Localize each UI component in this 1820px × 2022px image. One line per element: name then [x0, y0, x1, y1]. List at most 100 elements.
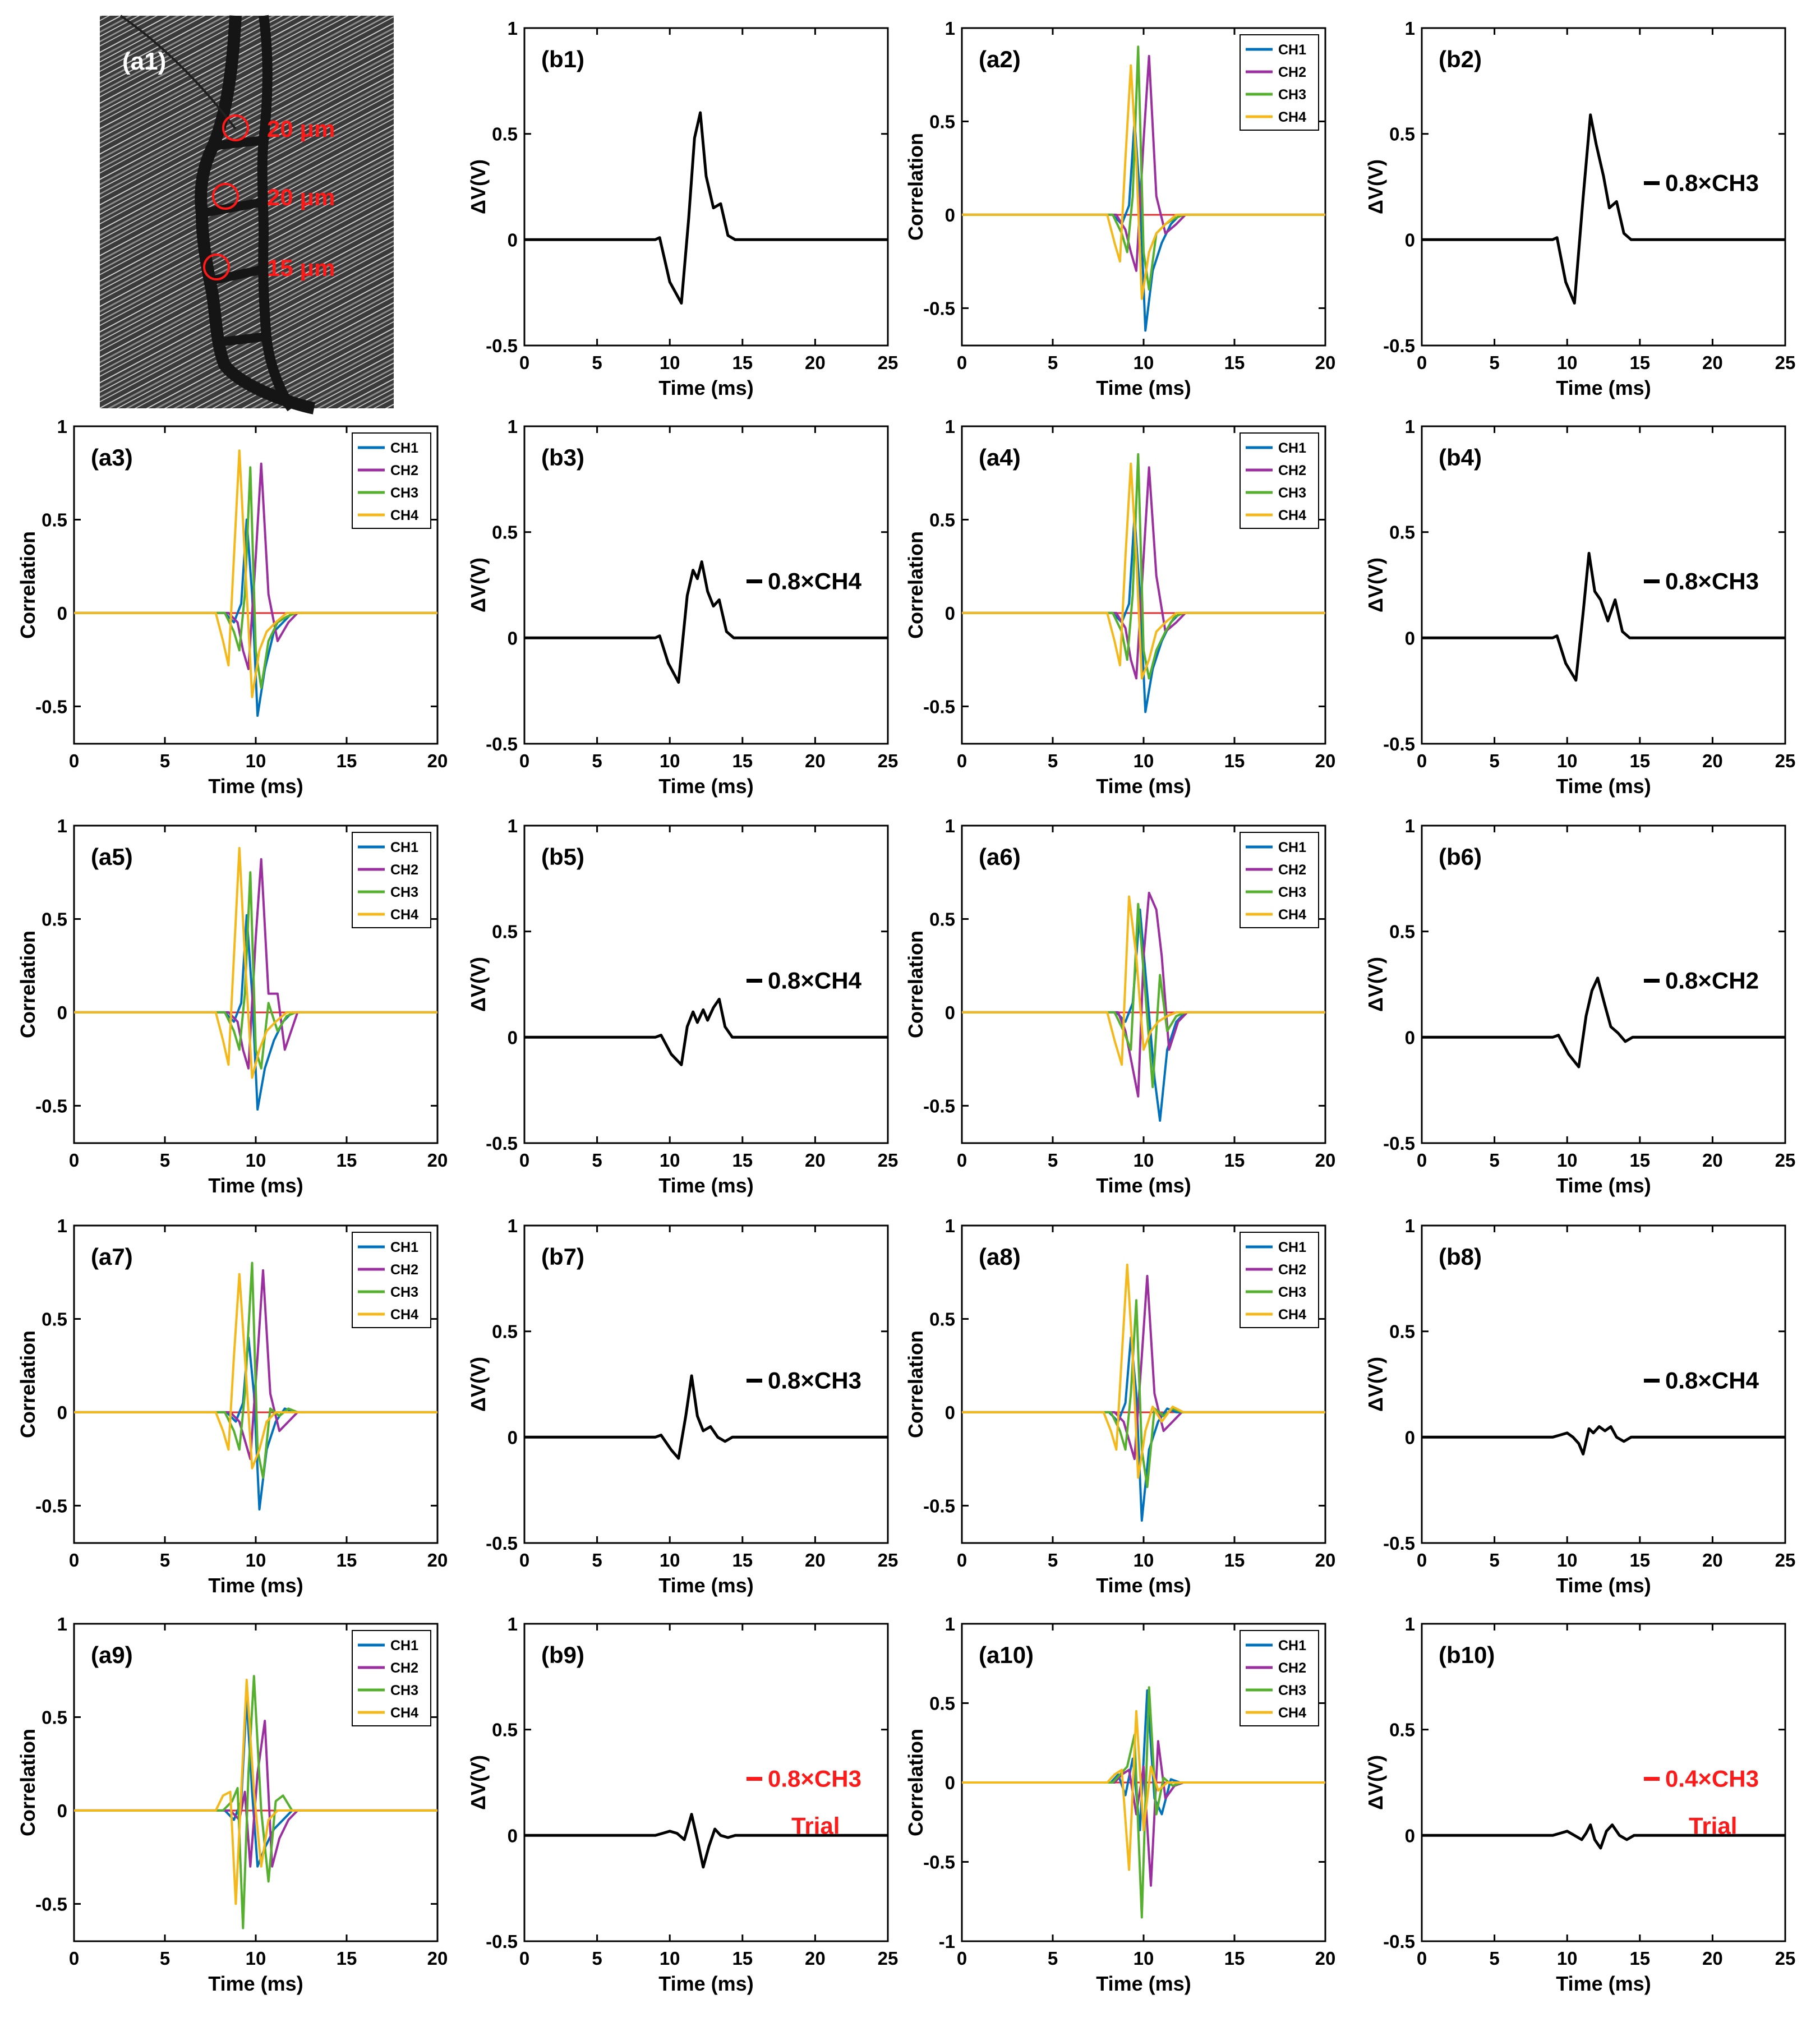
- plot-frame: [1421, 825, 1786, 1144]
- x-tick-label: 5: [160, 1150, 170, 1171]
- series-line-ch3: [74, 871, 437, 1070]
- series-line-ch2: [962, 54, 1325, 272]
- legend-label-ch1: CH1: [390, 1638, 418, 1653]
- legend-label-ch2: CH2: [1278, 1262, 1306, 1278]
- panel-label: (b5): [541, 844, 584, 870]
- legend-label-ch2: CH2: [390, 1262, 418, 1278]
- y-tick-label: 0: [57, 1800, 67, 1821]
- y-tick-label: 1: [57, 1215, 67, 1236]
- x-tick-label: 0: [519, 1550, 529, 1570]
- x-tick-label: 20: [1702, 1150, 1723, 1171]
- chart-panel-a10: 0 5 10 15 20 -1 -0.5 0 0.5 1 Time (ms) Correlation (…: [904, 1614, 1335, 1995]
- y-tick-label: 1: [508, 1215, 518, 1236]
- series-line-ch3: [962, 902, 1325, 1089]
- y-tick-label: 0.5: [929, 509, 955, 530]
- legend-label-ch3: CH3: [390, 1284, 418, 1300]
- plot-frame: [523, 825, 889, 1144]
- series-line-trace: [1422, 1823, 1785, 1850]
- plot-area: [524, 997, 888, 1066]
- panel-label: (b9): [541, 1642, 584, 1668]
- y-tick-label: 1: [508, 1614, 518, 1634]
- x-tick-label: 5: [1048, 1948, 1058, 1969]
- y-tick-label: -0.5: [923, 298, 955, 319]
- x-tick-label: 20: [1702, 750, 1723, 771]
- plot-frame: [523, 425, 889, 745]
- x-axis-label: Time (ms): [658, 376, 753, 399]
- x-tick-label: 10: [246, 1948, 266, 1969]
- series-line-trace: [1422, 1425, 1785, 1456]
- chart-panel-a8: 0 5 10 15 20 -0.5 0 0.5 1 Time (ms) Correlation (a8…: [904, 1215, 1335, 1597]
- x-tick-label: 20: [805, 352, 826, 373]
- y-tick-label: 0: [1405, 628, 1415, 648]
- y-tick-label: -1: [939, 1931, 955, 1952]
- x-tick-label: 20: [1315, 352, 1336, 373]
- annotation-note: Trial: [791, 1813, 840, 1839]
- photo-channel-left: [195, 15, 316, 414]
- legend-label-ch4: CH4: [1278, 1307, 1306, 1323]
- x-tick-label: 10: [246, 1150, 266, 1171]
- legend-label-ch2: CH2: [1278, 463, 1306, 478]
- y-tick-label: 0: [508, 229, 518, 250]
- y-tick-label: 0: [1405, 229, 1415, 250]
- y-tick-label: 0: [945, 1772, 955, 1793]
- y-tick-label: 1: [57, 816, 67, 836]
- x-tick-label: 25: [1775, 352, 1796, 373]
- plot-area: [74, 847, 437, 1111]
- x-tick-label: 5: [1489, 750, 1499, 771]
- x-tick-label: 10: [1557, 1948, 1578, 1969]
- panel-label: (b6): [1439, 844, 1482, 870]
- chart-panel-a7: 0 5 10 15 20 -0.5 0 0.5 1 Time (ms) Correlation (a7…: [16, 1215, 448, 1597]
- photo-panel-a1: (a1) 20 μm 20 μm 15 μm: [100, 15, 394, 414]
- x-tick-label: 15: [1629, 1948, 1650, 1969]
- photo-channel-right: [257, 15, 296, 412]
- y-tick-label: 0.5: [492, 1720, 518, 1740]
- x-tick-label: 15: [1629, 1150, 1650, 1171]
- legend-label-ch4: CH4: [390, 508, 418, 523]
- legend-label-ch1: CH1: [1278, 1638, 1306, 1653]
- plot-area: [1422, 113, 1785, 305]
- y-tick-label: 0: [1405, 1825, 1415, 1846]
- x-tick-label: 5: [160, 1948, 170, 1969]
- x-tick-label: 10: [1134, 1550, 1154, 1570]
- x-axis-label: Time (ms): [1096, 376, 1191, 399]
- y-axis-label: ΔV(V): [467, 159, 490, 214]
- legend: CH1 CH2 CH3 CH4: [1240, 34, 1319, 131]
- legend-label-ch2: CH2: [1278, 1660, 1306, 1676]
- x-tick-label: 25: [878, 750, 899, 771]
- x-tick-label: 15: [1629, 352, 1650, 373]
- y-tick-label: 0.5: [42, 1707, 67, 1728]
- panel-label: (a10): [979, 1642, 1034, 1668]
- x-axis-label: Time (ms): [1096, 1972, 1191, 1995]
- x-tick-label: 15: [1629, 1550, 1650, 1570]
- series-line-trace: [524, 560, 888, 684]
- x-tick-label: 15: [1224, 1150, 1245, 1171]
- x-tick-label: 20: [1315, 1948, 1336, 1969]
- x-tick-label: 20: [1315, 750, 1336, 771]
- y-tick-label: 0: [508, 1825, 518, 1846]
- photo-marker-circle-2: [212, 183, 239, 210]
- legend-label-ch4: CH4: [390, 1307, 418, 1323]
- x-axis-label: Time (ms): [208, 1972, 303, 1995]
- x-tick-label: 20: [805, 1948, 826, 1969]
- y-tick-label: 1: [57, 416, 67, 437]
- photo-fiber: [119, 15, 237, 130]
- y-tick-label: 0.5: [42, 909, 67, 929]
- legend-label-ch4: CH4: [390, 907, 418, 923]
- x-tick-label: 0: [1417, 750, 1427, 771]
- series-line-trace: [524, 1813, 888, 1869]
- plot-area: [1422, 977, 1785, 1068]
- plot-frame: [523, 1224, 889, 1544]
- x-tick-label: 0: [519, 750, 529, 771]
- y-axis-label: Correlation: [904, 133, 927, 241]
- legend-label-ch3: CH3: [1278, 1683, 1306, 1698]
- x-tick-label: 5: [1489, 1150, 1499, 1171]
- legend-label-ch1: CH1: [390, 840, 418, 855]
- x-tick-label: 0: [69, 1550, 79, 1570]
- plot-frame: [523, 1623, 889, 1942]
- x-tick-label: 20: [427, 1948, 448, 1969]
- legend-label-ch2: CH2: [390, 463, 418, 478]
- x-tick-label: 5: [1489, 352, 1499, 373]
- x-tick-label: 5: [1048, 352, 1058, 373]
